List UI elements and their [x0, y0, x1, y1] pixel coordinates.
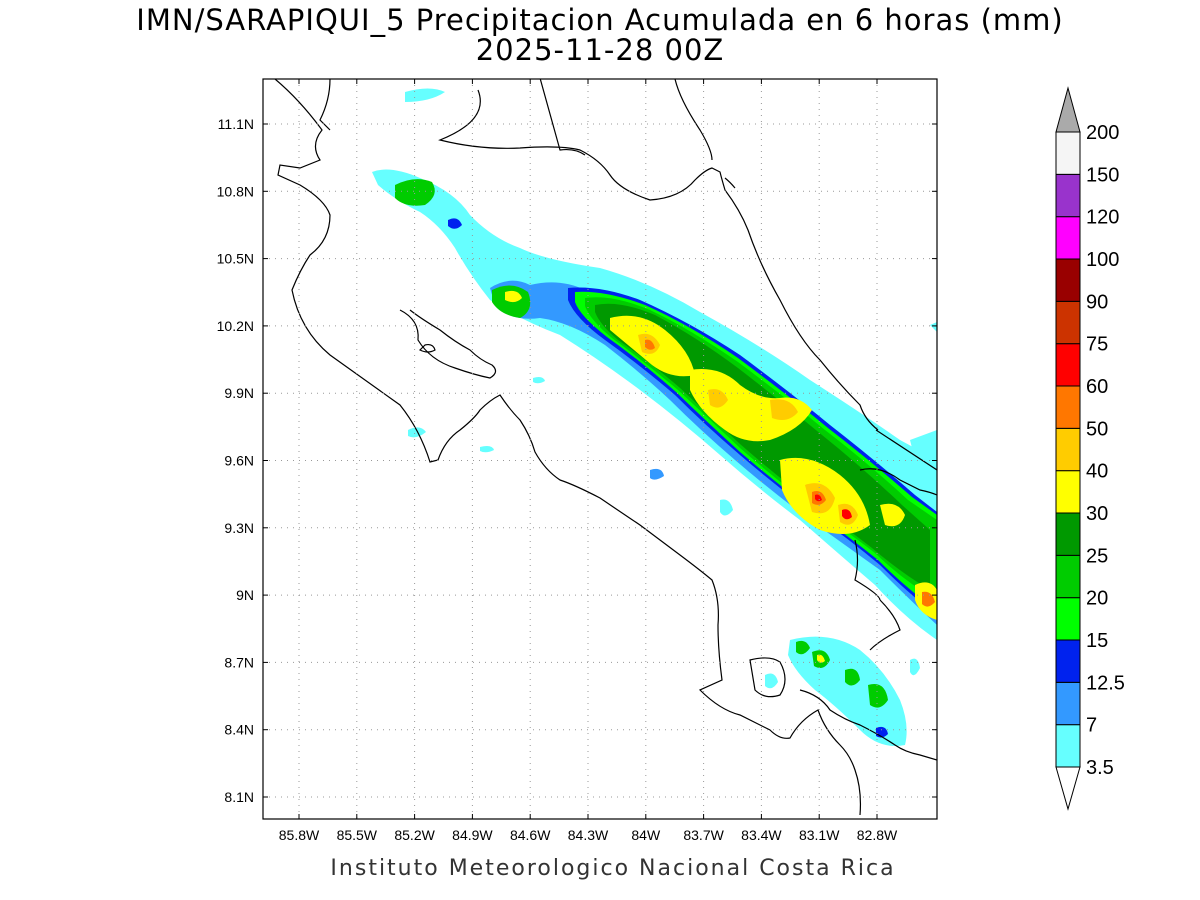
- precip-cell: [770, 399, 798, 420]
- precip-cell: [645, 339, 655, 350]
- graticule: [263, 79, 937, 819]
- latitude-axis: 11.1N 10.8N 10.5N 10.2N 9.9N 9.6N 9.3N 9N 8.7N 8.…: [217, 116, 937, 805]
- colorbar-swatch: [1055, 724, 1081, 768]
- x-tick-label: 84W: [631, 827, 661, 843]
- x-tick-label: 83.4W: [741, 827, 782, 843]
- y-tick-label: 10.5N: [217, 251, 254, 267]
- colorbar-swatch: [1055, 300, 1081, 345]
- precip-cell: [910, 430, 937, 470]
- precip-cell: [796, 640, 810, 655]
- colorbar-label: 40: [1086, 461, 1108, 483]
- precip-cell: [720, 499, 733, 516]
- colorbar-label: 7: [1086, 715, 1097, 737]
- y-tick-label: 10.8N: [217, 183, 254, 199]
- colorbar-under-arrow: [1055, 766, 1081, 811]
- colorbar-label: 200: [1086, 122, 1119, 144]
- x-tick-label: 85.8W: [279, 827, 320, 843]
- precip-cell: [845, 668, 860, 686]
- colorbar-label: 120: [1086, 207, 1119, 229]
- colorbar: 3.5 7 12.5 15 20 25 30 40 50 60 75 90 100 120 150 200: [1055, 86, 1125, 811]
- precip-cell: [922, 591, 935, 607]
- colorbar-swatch: [1055, 343, 1081, 387]
- precip-cell: [930, 322, 937, 332]
- precip-cell: [708, 389, 728, 408]
- colorbar-label: 12.5: [1086, 672, 1125, 694]
- colorbar-swatch: [1055, 681, 1081, 726]
- precip-cell: [480, 446, 494, 453]
- precip-cell: [395, 179, 435, 206]
- colorbar-swatch: [1055, 470, 1081, 514]
- colorbar-swatch: [1055, 173, 1081, 218]
- precip-cell: [372, 169, 937, 641]
- precip-cell: [842, 509, 852, 520]
- colorbar-swatch: [1055, 216, 1081, 260]
- precip-cell: [880, 503, 905, 527]
- colorbar-swatch: [1055, 385, 1081, 429]
- precipitation-field: [372, 88, 937, 746]
- colorbar-swatch: [1055, 597, 1081, 641]
- y-tick-label: 8.1N: [224, 789, 254, 805]
- colorbar-swatch: [1055, 512, 1081, 556]
- colorbar-label: 100: [1086, 249, 1119, 271]
- x-tick-label: 84.6W: [510, 827, 551, 843]
- precip-cell: [505, 290, 522, 303]
- colorbar-label: 3.5: [1086, 757, 1114, 779]
- y-tick-label: 9.3N: [224, 520, 254, 536]
- x-tick-label: 84.3W: [568, 827, 609, 843]
- precip-cell: [533, 377, 545, 384]
- colorbar-label: 25: [1086, 545, 1108, 567]
- x-tick-label: 85.5W: [337, 827, 378, 843]
- precip-cell: [405, 88, 445, 102]
- y-tick-label: 9.9N: [224, 385, 254, 401]
- colorbar-swatch: [1055, 131, 1081, 175]
- colorbar-swatch: [1055, 639, 1081, 683]
- y-tick-label: 8.7N: [224, 654, 254, 670]
- x-tick-label: 82.8W: [857, 827, 898, 843]
- longitude-axis: 85.8W 85.5W 85.2W 84.9W 84.6W 84.3W 84W 83.7W 83…: [279, 79, 898, 843]
- map-title: IMN/SARAPIQUI_5 Precipitacion Acumulada …: [136, 3, 1064, 37]
- x-tick-label: 83.1W: [799, 827, 840, 843]
- x-tick-label: 84.9W: [452, 827, 493, 843]
- colorbar-swatch: [1055, 258, 1081, 302]
- precip-cell: [448, 218, 462, 229]
- precip-cell: [765, 673, 778, 689]
- precip-cell: [690, 369, 812, 442]
- y-tick-label: 11.1N: [218, 116, 254, 132]
- map-datetime: 2025-11-28 00Z: [475, 33, 725, 67]
- colorbar-label: 75: [1086, 334, 1108, 356]
- colorbar-swatch: [1055, 427, 1081, 472]
- y-tick-label: 9.6N: [224, 453, 254, 469]
- precip-cell: [650, 468, 664, 480]
- plot-frame: [262, 78, 938, 820]
- y-tick-label: 9N: [236, 587, 254, 603]
- colorbar-label: 20: [1086, 588, 1108, 610]
- x-tick-label: 85.2W: [394, 827, 435, 843]
- precip-cell: [868, 684, 888, 708]
- precip-cell: [408, 427, 426, 438]
- colorbar-label: 30: [1086, 503, 1108, 525]
- colorbar-label: 150: [1086, 164, 1119, 186]
- y-tick-label: 10.2N: [217, 318, 254, 334]
- colorbar-over-arrow: [1055, 86, 1081, 133]
- y-tick-label: 8.4N: [224, 722, 254, 738]
- colorbar-label: 90: [1086, 291, 1108, 313]
- colorbar-label: 50: [1086, 418, 1108, 440]
- precip-cell: [910, 658, 920, 676]
- precip-cell: [817, 654, 825, 663]
- colorbar-swatch: [1055, 554, 1081, 599]
- colorbar-label: 15: [1086, 630, 1108, 652]
- institution-credit: Instituto Meteorologico Nacional Costa R…: [330, 856, 896, 881]
- precip-cell: [815, 494, 822, 502]
- x-tick-label: 83.7W: [683, 827, 724, 843]
- colorbar-label: 60: [1086, 376, 1108, 398]
